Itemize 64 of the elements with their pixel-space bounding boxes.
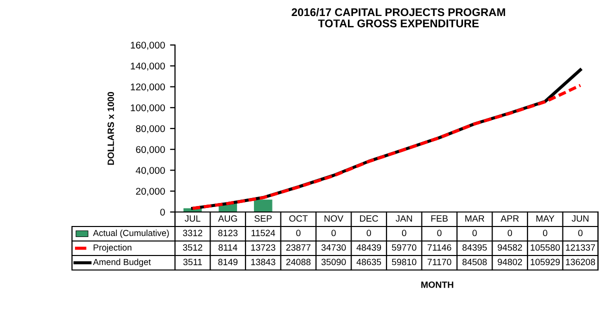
data-label: 11524	[252, 230, 276, 236]
x-tick-label: OCT	[289, 215, 308, 222]
x-tick-label: AUG	[218, 215, 237, 222]
text: MONTH	[421, 282, 454, 288]
x-tick-label: NOV	[324, 215, 344, 222]
legend-label: Amend Budget	[93, 258, 151, 267]
data-label: 34730	[321, 244, 346, 251]
data-label: 23877	[286, 244, 310, 251]
y-tick-label: 20,000	[136, 188, 165, 196]
x-tick-label: JUL	[184, 215, 200, 222]
y-tick-label: 160,000	[130, 42, 165, 50]
data-label: 0	[437, 230, 442, 236]
data-label: 8114	[218, 244, 238, 251]
data-label: 35090	[321, 258, 346, 266]
data-label: 59810	[392, 258, 416, 266]
data-label: 84395	[462, 244, 487, 251]
data-label: 84508	[462, 258, 487, 266]
data-label: 3512	[182, 244, 202, 251]
y-tick-label: 120,000	[130, 83, 165, 92]
x-tick-label: SEP	[254, 215, 272, 222]
data-label: 0	[366, 230, 372, 236]
data-label: 13723	[251, 244, 276, 251]
x-tick-label: MAY	[536, 215, 554, 222]
chart-title: 2016/17 CAPITAL PROJECTS PROGRAM TOTAL GROSS EXPENDITURE	[292, 8, 506, 28]
x-tick-label: MAR	[465, 215, 484, 222]
y-axis-title: DOLLARS x 1000	[108, 92, 114, 165]
legend-label: Projection	[94, 244, 132, 252]
data-label: 0	[542, 230, 548, 236]
y-tick-label: 80,000	[136, 125, 165, 134]
x-tick-label: APR	[500, 215, 519, 222]
data-label: 8123	[218, 230, 238, 236]
x-tick-label: DEC	[360, 215, 378, 222]
y-tick-label: 100,000	[130, 104, 165, 112]
data-label: 121337	[566, 244, 595, 251]
y-tick-label: 0	[160, 208, 165, 216]
legend-label: Actual (Cumulative)	[93, 230, 169, 238]
data-label: 0	[331, 230, 336, 236]
data-label: 94582	[498, 244, 522, 251]
data-label: 48635	[356, 258, 382, 266]
data-label: 3511	[183, 258, 202, 266]
data-label: 13843	[251, 258, 276, 266]
data-label: 0	[472, 230, 477, 236]
y-tick-label: 140,000	[130, 62, 165, 71]
y-tick-label: 60,000	[136, 146, 165, 154]
x-tick-label: JAN	[396, 215, 412, 222]
y-tick-label: 40,000	[136, 166, 165, 176]
data-label: 71146	[428, 244, 452, 251]
data-label: 0	[508, 230, 512, 236]
x-tick-label: JUN	[572, 215, 588, 222]
data-label: 71170	[428, 258, 452, 266]
data-label: 48439	[356, 244, 381, 251]
data-label: 136208	[566, 258, 596, 266]
data-label: 8149	[218, 258, 238, 266]
data-label: 94802	[498, 258, 522, 266]
data-label: 59770	[392, 244, 416, 251]
data-label: 0	[402, 230, 406, 236]
data-label: 24088	[286, 258, 311, 266]
data-label: 105580	[530, 244, 560, 251]
bar	[254, 200, 272, 212]
data-label: 0	[578, 230, 583, 236]
data-label: 105929	[530, 258, 560, 266]
data-label: 0	[296, 230, 301, 236]
data-label: 3312	[182, 230, 202, 236]
x-tick-label: FEB	[431, 215, 448, 222]
